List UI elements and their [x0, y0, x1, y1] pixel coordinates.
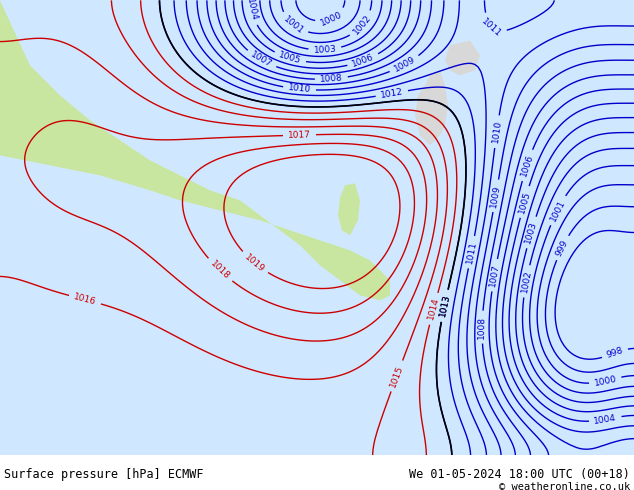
Text: 1006: 1006 [351, 52, 375, 69]
Polygon shape [338, 183, 360, 235]
Text: 1004: 1004 [593, 413, 618, 426]
Text: 999: 999 [554, 238, 570, 257]
Text: We 01-05-2024 18:00 UTC (00+18): We 01-05-2024 18:00 UTC (00+18) [409, 468, 630, 481]
Text: 1011: 1011 [465, 240, 478, 264]
Text: 1004: 1004 [245, 0, 259, 22]
Text: 1012: 1012 [380, 87, 404, 100]
Text: 1001: 1001 [548, 198, 567, 222]
Text: 1003: 1003 [313, 45, 337, 55]
Text: 1014: 1014 [427, 296, 441, 321]
Text: 1016: 1016 [73, 293, 97, 307]
Text: Surface pressure [hPa] ECMWF: Surface pressure [hPa] ECMWF [4, 468, 204, 481]
Text: 1003: 1003 [524, 220, 539, 245]
Text: 1011: 1011 [480, 17, 503, 39]
Text: 1002: 1002 [352, 13, 373, 36]
Text: 1017: 1017 [288, 130, 311, 140]
Text: 1000: 1000 [593, 374, 618, 388]
Text: 1018: 1018 [209, 259, 231, 281]
Text: 1013: 1013 [437, 294, 451, 318]
Text: 1008: 1008 [320, 74, 343, 84]
Text: 1009: 1009 [489, 184, 502, 208]
Text: 1019: 1019 [243, 252, 266, 274]
Text: © weatheronline.co.uk: © weatheronline.co.uk [499, 482, 630, 490]
Text: 1010: 1010 [491, 120, 503, 144]
Text: 1007: 1007 [249, 50, 273, 70]
Text: 1009: 1009 [392, 55, 417, 74]
Text: 1000: 1000 [319, 10, 344, 27]
Text: 1002: 1002 [520, 269, 533, 294]
Text: 1015: 1015 [389, 364, 405, 388]
Text: 1008: 1008 [477, 316, 487, 339]
Text: 1013: 1013 [437, 294, 451, 318]
Text: 1006: 1006 [519, 153, 535, 177]
Text: 1005: 1005 [278, 50, 302, 66]
Text: 1010: 1010 [288, 83, 311, 95]
Text: 998: 998 [605, 346, 624, 360]
Polygon shape [415, 71, 448, 146]
Text: 1007: 1007 [488, 263, 501, 287]
Text: 1001: 1001 [281, 14, 306, 35]
Polygon shape [0, 0, 390, 300]
Polygon shape [445, 40, 480, 75]
Text: 1005: 1005 [517, 190, 532, 214]
